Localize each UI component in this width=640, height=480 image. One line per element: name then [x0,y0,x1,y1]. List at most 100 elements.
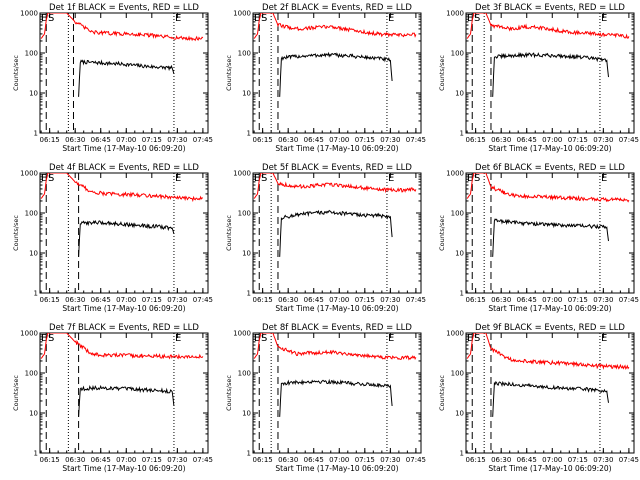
x-tick-label: 06:15 [40,296,60,304]
saa-marker-label: S [48,13,54,24]
y-tick-label: 100 [25,210,38,218]
detector-panel: Det 9f BLACK = Events, RED = LLD 1 10 100 10… [438,323,639,473]
y-tick-label: 1 [247,290,251,298]
x-tick-label: 07:30 [167,296,187,304]
saa-marker-label: S [48,333,54,344]
x-tick-label: 06:45 [517,456,537,464]
eclipse-marker-label: E [467,13,473,24]
panel-title: Det 5f BLACK = Events, RED = LLD [262,163,412,173]
x-tick-label: 06:45 [91,456,111,464]
x-tick-label: 07:00 [329,136,349,144]
x-tick-label: 06:30 [65,296,85,304]
eclipse-marker-label: E [41,333,47,344]
x-axis-label: Start Time (17-May-10 06:09:20) [62,144,185,153]
eclipse-marker-label: E [601,333,607,344]
y-tick-label: 1 [460,450,464,458]
panel-title: Det 9f BLACK = Events, RED = LLD [475,323,625,333]
detector-panel: Det 3f BLACK = Events, RED = LLD 1 10 100 10… [438,3,639,153]
y-tick-label: 1000 [20,170,38,178]
y-tick-label: 1000 [233,170,251,178]
panel-title: Det 4f BLACK = Events, RED = LLD [49,163,199,173]
events-series-line [279,209,393,257]
x-axis-label: Start Time (17-May-10 06:09:20) [275,304,398,313]
x-tick-label: 07:45 [619,296,639,304]
lld-series-line [253,333,417,361]
y-tick-label: 10 [29,250,38,258]
x-tick-label: 06:30 [491,136,511,144]
detector-panel: Det 7f BLACK = Events, RED = LLD 1 10 100 10… [12,323,213,473]
events-series-line [78,384,175,417]
x-tick-label: 06:15 [466,296,486,304]
y-tick-label: 1000 [446,10,464,18]
y-tick-label: 1 [34,290,38,298]
x-tick-label: 07:45 [406,296,426,304]
x-tick-label: 06:30 [491,296,511,304]
y-tick-label: 1 [34,130,38,138]
detector-panel: Det 8f BLACK = Events, RED = LLD 1 10 100 10… [225,323,426,473]
x-tick-label: 06:30 [278,136,298,144]
x-tick-label: 06:30 [278,296,298,304]
saa-marker-label: S [474,173,480,184]
x-tick-label: 06:15 [253,296,273,304]
x-tick-label: 07:15 [142,296,162,304]
x-axis-label: Start Time (17-May-10 06:09:20) [275,144,398,153]
y-tick-label: 10 [455,250,464,258]
x-tick-label: 06:45 [304,136,324,144]
plot-frame [39,172,209,294]
y-tick-label: 10 [242,250,251,258]
lld-series-line [466,173,630,203]
events-series-line [78,219,175,257]
x-tick-label: 07:30 [593,136,613,144]
x-tick-label: 06:45 [91,296,111,304]
panel-title: Det 1f BLACK = Events, RED = LLD [49,3,199,13]
y-tick-label: 100 [25,50,38,58]
x-tick-label: 06:15 [253,136,273,144]
y-tick-label: 10 [242,410,251,418]
y-tick-label: 10 [29,410,38,418]
eclipse-marker-label: E [388,13,394,24]
lld-series-line [40,333,204,360]
events-series-line [492,380,609,417]
x-tick-label: 07:15 [568,456,588,464]
eclipse-marker-label: E [175,13,181,24]
y-tick-label: 1 [460,290,464,298]
y-axis-label: Counts/sec [438,375,446,411]
x-tick-label: 07:30 [380,456,400,464]
y-tick-label: 1 [34,450,38,458]
plot-frame [465,12,635,134]
saa-marker-label: S [261,173,267,184]
x-tick-label: 07:45 [619,456,639,464]
x-tick-label: 06:15 [466,456,486,464]
y-axis-label: Counts/sec [438,215,446,251]
x-tick-label: 07:30 [167,136,187,144]
events-series-line [279,378,393,417]
x-axis-label: Start Time (17-May-10 06:09:20) [275,464,398,473]
y-tick-label: 100 [238,50,251,58]
eclipse-marker-label: E [388,173,394,184]
x-tick-label: 06:30 [65,456,85,464]
events-series-line [492,51,609,97]
saa-marker-label: S [48,173,54,184]
saa-marker-label: S [474,333,480,344]
lld-series-line [253,13,417,39]
lld-series-line [40,173,204,203]
x-tick-label: 06:15 [40,136,60,144]
eclipse-marker-label: E [601,173,607,184]
events-series-line [279,51,393,97]
x-tick-label: 07:45 [193,456,213,464]
eclipse-marker-label: E [175,173,181,184]
eclipse-marker-label: E [254,13,260,24]
x-tick-label: 07:45 [406,136,426,144]
y-tick-label: 10 [455,90,464,98]
x-tick-label: 07:15 [142,136,162,144]
lld-series-line [466,13,630,39]
x-tick-label: 06:30 [278,456,298,464]
x-tick-label: 07:30 [380,296,400,304]
panel-title: Det 8f BLACK = Events, RED = LLD [262,323,412,333]
detector-panel: Det 1f BLACK = Events, RED = LLD 1 10 100 10… [12,3,213,153]
plot-frame [465,332,635,454]
x-tick-label: 07:00 [542,136,562,144]
y-tick-label: 1000 [446,330,464,338]
x-tick-label: 07:30 [593,296,613,304]
